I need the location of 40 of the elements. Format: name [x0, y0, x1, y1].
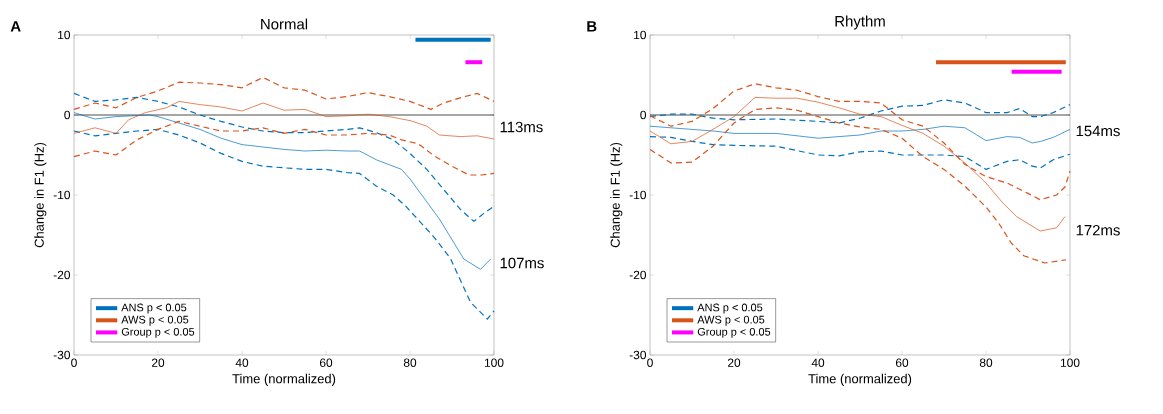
x-tick-label: 40 — [235, 358, 249, 367]
x-axis-title: Time (normalized) — [232, 373, 336, 386]
y-tick-label: -20 — [53, 270, 71, 280]
y-axis-title: Change in F1 (Hz) — [34, 142, 47, 248]
x-tick-label: 100 — [1060, 358, 1080, 367]
y-tick-label: -10 — [629, 190, 647, 200]
legend-label: ANS p < 0.05 — [121, 303, 187, 314]
chart-title: Normal — [261, 18, 308, 30]
x-tick-label: 20 — [151, 358, 165, 367]
chart-title: Rhythm — [835, 15, 885, 30]
legend-label: ANS p < 0.05 — [697, 303, 763, 314]
text: 107ms — [500, 257, 544, 269]
text: 113ms — [500, 121, 543, 133]
y-tick-label: -30 — [629, 350, 647, 360]
x-tick-label: 0 — [71, 358, 77, 367]
x-axis-title: Time (normalized) — [808, 373, 912, 386]
y-tick-label: -30 — [53, 350, 71, 360]
x-tick-label: 20 — [727, 358, 741, 367]
y-tick-label: 0 — [640, 110, 647, 120]
legend-label: AWS p < 0.05 — [121, 315, 189, 326]
legend-label: Group p < 0.05 — [121, 327, 195, 338]
y-tick-label: 10 — [58, 30, 71, 40]
x-tick-label: 60 — [319, 358, 333, 367]
y-tick-label: -20 — [629, 270, 647, 280]
x-tick-label: 80 — [979, 358, 993, 367]
x-tick-label: 40 — [811, 358, 825, 367]
x-tick-label: 80 — [403, 358, 417, 367]
x-tick-label: 100 — [484, 358, 504, 367]
y-axis-title: Change in F1 (Hz) — [610, 142, 623, 248]
legend-label: AWS p < 0.05 — [697, 315, 765, 326]
x-tick-label: 60 — [895, 358, 909, 367]
text: B — [587, 21, 597, 32]
text: 154ms — [1076, 125, 1120, 137]
y-tick-label: 10 — [634, 30, 647, 40]
text: A — [10, 21, 21, 32]
y-tick-label: 0 — [64, 110, 71, 120]
y-tick-label: -10 — [53, 190, 71, 200]
text: 172ms — [1076, 224, 1120, 236]
legend-label: Group p < 0.05 — [697, 327, 771, 338]
x-tick-label: 0 — [647, 358, 653, 367]
